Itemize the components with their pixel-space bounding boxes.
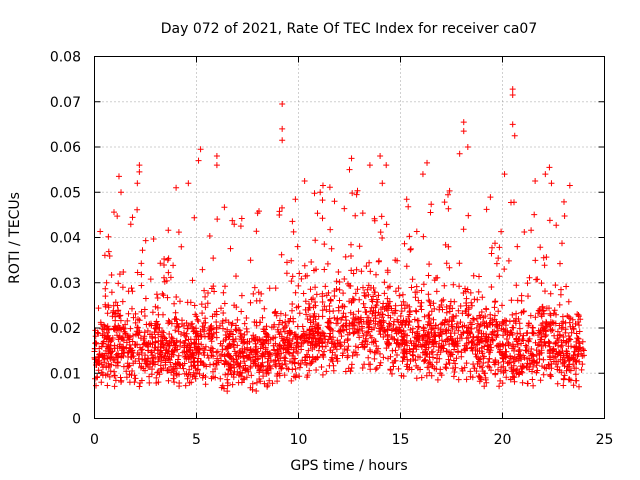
- scatter-point: [185, 180, 192, 187]
- y-tick-label: 0.07: [50, 95, 81, 111]
- scatter-point: [279, 101, 286, 108]
- scatter-point: [213, 153, 220, 160]
- scatter-point: [348, 155, 355, 162]
- y-tick-label: 0.06: [50, 140, 81, 156]
- x-tick-label: 20: [494, 432, 512, 448]
- scatter-point: [509, 121, 516, 128]
- y-tick-label: 0.04: [50, 231, 81, 247]
- y-tick-label: 0.02: [50, 321, 81, 337]
- scatter-point: [424, 159, 431, 166]
- y-axis-label: ROTI / TECUs: [7, 192, 23, 284]
- scatter-point: [383, 162, 390, 169]
- x-tick-label: 25: [596, 432, 614, 448]
- scatter-point: [134, 180, 141, 187]
- scatter-point: [136, 168, 143, 175]
- scatter-point: [460, 119, 467, 126]
- data-points: [91, 86, 587, 395]
- y-tick-label: 0.01: [50, 366, 81, 382]
- scatter-point: [115, 173, 122, 180]
- chart-title: Day 072 of 2021, Rate Of TEC Index for r…: [161, 21, 537, 37]
- y-tick-labels: 0 0.01 0.02 0.03 0.04 0.05 0.06 0.07 0.08: [50, 50, 81, 428]
- scatter-point: [301, 177, 308, 184]
- scatter-point: [173, 184, 180, 191]
- scatter-point: [279, 137, 286, 144]
- scatter-point: [366, 162, 373, 169]
- y-tick-label: 0: [72, 412, 81, 428]
- scatter-point: [546, 164, 553, 171]
- scatter-point: [118, 189, 125, 196]
- scatter-point: [419, 171, 426, 178]
- scatter-point: [377, 153, 384, 160]
- y-tick-label: 0.03: [50, 276, 81, 292]
- y-tick-label: 0.05: [50, 185, 81, 201]
- scatter-point: [136, 162, 143, 169]
- axis-ticks: [94, 56, 605, 419]
- scatter-point: [346, 166, 353, 173]
- scatter-point: [532, 177, 539, 184]
- scatter-point: [464, 144, 471, 150]
- scatter-point: [548, 180, 555, 187]
- scatter-point: [509, 91, 516, 98]
- x-tick-label: 15: [392, 432, 410, 448]
- scatter-point: [319, 182, 326, 189]
- scatter-point: [542, 171, 549, 178]
- x-tick-label: 0: [90, 432, 99, 448]
- x-tick-labels: 0 5 10 15 20 25: [90, 432, 613, 448]
- scatter-point: [509, 86, 516, 93]
- x-axis-label: GPS time / hours: [290, 458, 407, 474]
- scatter-point: [197, 146, 204, 153]
- scatter-point: [460, 128, 467, 135]
- scatter-point: [566, 182, 573, 189]
- scatter-point: [213, 162, 220, 169]
- scatter-point: [501, 171, 508, 178]
- y-tick-label: 0.08: [50, 50, 81, 66]
- scatter-point: [279, 125, 286, 132]
- scatter-point-cloud: [91, 180, 587, 395]
- scatter-point: [511, 132, 518, 139]
- x-tick-label: 5: [192, 432, 201, 448]
- x-tick-label: 10: [290, 432, 308, 448]
- scatter-point: [456, 150, 463, 157]
- scatter-point: [195, 157, 202, 164]
